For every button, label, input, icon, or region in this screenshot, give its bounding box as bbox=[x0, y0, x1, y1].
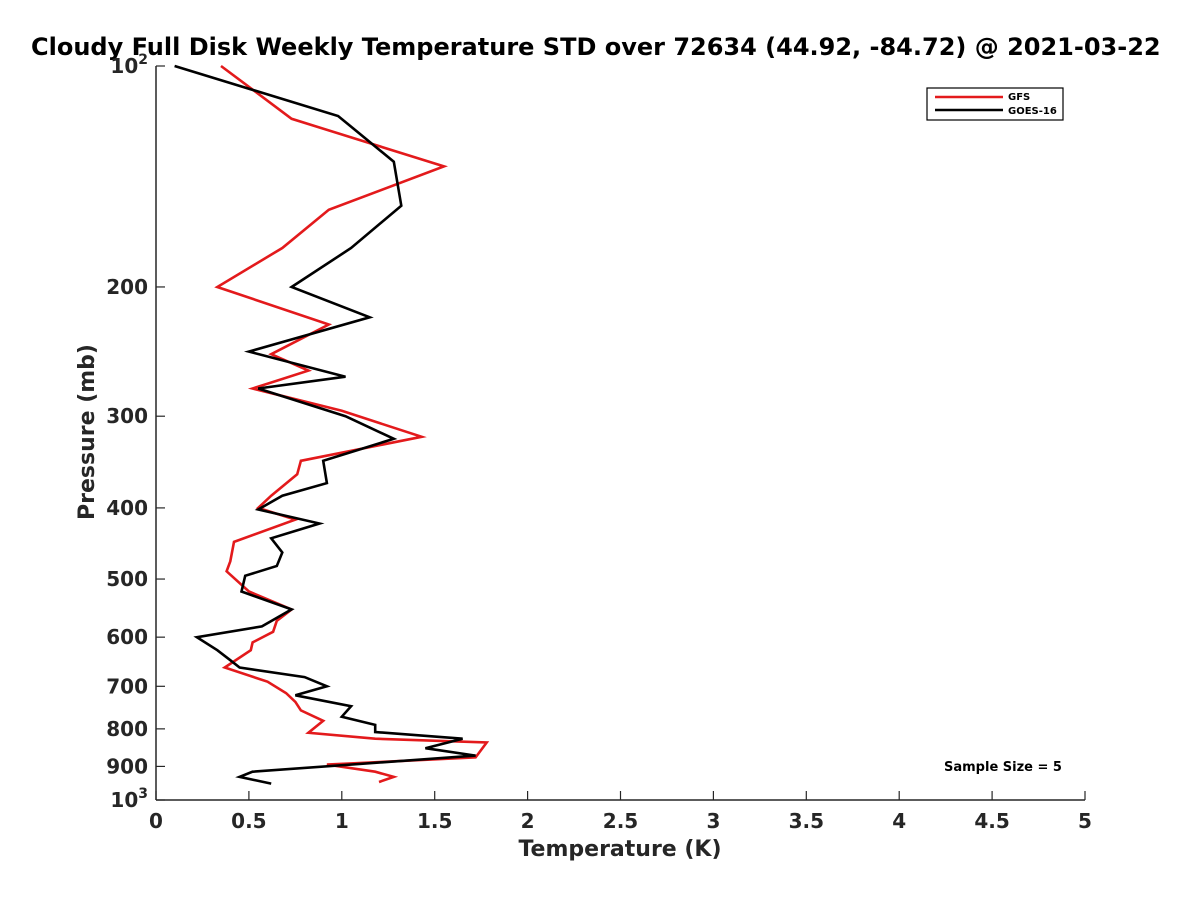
y-axis: 102 200 300 400 500 600 700 800 900 103 bbox=[106, 52, 165, 812]
y-tick-label: 200 bbox=[106, 275, 148, 299]
y-tick-label: 600 bbox=[106, 625, 148, 649]
x-tick-label: 0 bbox=[149, 809, 163, 833]
legend-label-gfs: GFS bbox=[1008, 92, 1030, 103]
y-tick-label: 900 bbox=[106, 754, 148, 778]
y-tick-label: 102 bbox=[110, 52, 148, 78]
y-tick-label: 300 bbox=[106, 404, 148, 428]
sample-size-annotation: Sample Size = 5 bbox=[944, 760, 1062, 775]
legend-box bbox=[926, 87, 1064, 121]
y-tick-label: 500 bbox=[106, 567, 148, 591]
x-tick-label: 3 bbox=[706, 809, 720, 833]
x-tick-label: 4 bbox=[892, 809, 906, 833]
x-axis-label: Temperature (K) bbox=[518, 837, 721, 862]
y-tick-label: 400 bbox=[106, 496, 148, 520]
x-tick-label: 1 bbox=[335, 809, 349, 833]
x-tick-label: 5 bbox=[1078, 809, 1092, 833]
x-tick-label: 2.5 bbox=[603, 809, 638, 833]
y-tick-label: 800 bbox=[106, 717, 148, 741]
x-tick-label: 1.5 bbox=[417, 809, 452, 833]
series-lines bbox=[174, 64, 490, 785]
legend-label-goes-16: GOES-16 bbox=[1008, 106, 1057, 117]
y-axis-label: Pressure (mb) bbox=[75, 344, 100, 520]
x-tick-label: 3.5 bbox=[789, 809, 824, 833]
x-tick-label: 0.5 bbox=[231, 809, 266, 833]
chart-title: Cloudy Full Disk Weekly Temperature STD … bbox=[31, 33, 1161, 61]
y-tick-label: 700 bbox=[106, 674, 148, 698]
y-tick-label: 103 bbox=[110, 786, 148, 812]
x-tick-label: 4.5 bbox=[974, 809, 1009, 833]
series-line-gfs bbox=[214, 64, 490, 784]
x-axis: 0 0.5 1 1.5 2 2.5 3 3.5 4 4.5 5 bbox=[149, 791, 1092, 833]
x-tick-label: 2 bbox=[521, 809, 535, 833]
legend: GFS GOES-16 bbox=[926, 87, 1064, 121]
series-line-goes-16 bbox=[174, 64, 476, 785]
